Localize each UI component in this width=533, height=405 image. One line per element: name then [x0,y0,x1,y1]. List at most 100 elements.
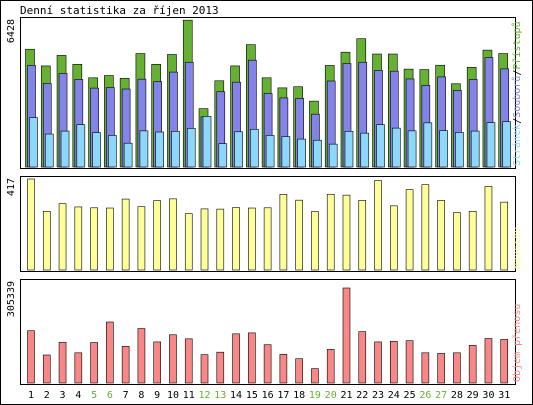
x-tick-label-day-24: 24 [388,390,400,401]
bar-visits-day-5 [90,207,98,271]
bar-visits-day-4 [74,206,83,271]
x-tick-label-day-16: 16 [262,390,274,401]
bar-visits-day-23 [374,180,382,271]
x-tick-label-day-8: 8 [138,390,144,401]
bar-kbytes-day-7 [121,345,130,384]
legend: Objem přenosu [511,304,523,382]
x-tick-label-day-1: 1 [28,390,34,401]
x-tick-label-day-13: 13 [214,390,226,401]
x-tick-label-day-6: 6 [107,390,113,401]
bar-pages-day-30 [486,122,496,168]
bar-pages-day-5 [92,132,101,168]
x-tick-label-day-19: 19 [309,390,321,401]
chart-title: Denní statistika za říjen 2013 [20,4,219,17]
bar-kbytes-day-25 [405,340,414,384]
bar-pages-day-9 [155,131,164,168]
bar-kbytes-day-17 [279,354,288,384]
bar-kbytes-day-19 [311,368,319,384]
bar-visits-day-2 [42,210,51,271]
bar-kbytes-day-2 [42,354,51,384]
bar-kbytes-day-9 [153,341,161,384]
x-tick-label-day-27: 27 [435,390,447,401]
bar-kbytes-day-4 [74,352,83,384]
bar-visits-day-12 [200,208,209,271]
bar-visits-day-20 [326,193,335,271]
x-tick-label-day-17: 17 [277,390,289,401]
panel-kbytes: 305339 Objem přenosu [6,279,523,385]
bar-pages-day-12 [202,116,212,168]
bar-visits-day-1 [27,178,35,271]
y-max-label: 417 [6,178,17,196]
bar-kbytes-day-5 [90,342,98,384]
bar-visits-day-15 [248,207,256,271]
legend-item: Návštěv [511,227,523,269]
bar-kbytes-day-31 [500,339,509,384]
bar-pages-day-23 [376,124,385,168]
bar-kbytes-day-22 [358,331,367,384]
bar-kbytes-day-20 [326,349,335,384]
bar-pages-day-4 [76,124,86,168]
legend-item: Přístupů [511,21,523,69]
bar-visits-day-26 [421,184,430,271]
bar-kbytes-day-27 [437,353,445,384]
bar-visits-day-22 [358,200,367,271]
bar-visits-day-6 [106,207,114,271]
x-tick-label-day-18: 18 [293,390,305,401]
bar-visits-day-17 [279,193,288,271]
x-tick-label-day-30: 30 [482,390,494,401]
legend: Stránek/Souborů/Přístupů [511,21,523,166]
bar-pages-day-11 [186,128,196,168]
bar-kbytes-day-29 [468,345,477,384]
bar-kbytes-day-28 [453,352,461,384]
x-tick-label-day-9: 9 [154,390,160,401]
bar-pages-day-13 [218,143,228,168]
bar-kbytes-day-13 [216,351,225,384]
x-tick-label-day-22: 22 [356,390,368,401]
bar-pages-day-14 [234,131,243,168]
bar-kbytes-day-10 [169,334,177,384]
bar-kbytes-day-12 [200,354,209,384]
bar-visits-day-7 [121,198,130,271]
bar-visits-day-19 [311,211,319,271]
bar-pages-day-26 [423,122,433,168]
bar-pages-day-31 [502,121,512,168]
bar-visits-day-31 [500,201,509,271]
bar-visits-day-28 [453,212,461,271]
bar-kbytes-day-23 [374,341,382,384]
bar-kbytes-day-1 [27,330,35,384]
bar-kbytes-day-16 [263,344,272,384]
y-max-label: 305339 [6,281,17,317]
x-tick-label-day-26: 26 [419,390,431,401]
x-tick-label-day-11: 11 [183,390,195,401]
legend-item: Stránek [511,124,523,166]
x-tick-label-day-31: 31 [498,390,510,401]
bar-visits-day-14 [232,207,240,271]
bar-kbytes-day-15 [248,332,256,384]
bar-pages-day-1 [29,117,38,168]
x-tick-label-day-12: 12 [198,390,210,401]
x-tick-label-day-20: 20 [325,390,337,401]
bar-pages-day-24 [392,127,401,168]
bar-visits-day-21 [342,194,351,271]
bar-kbytes-day-6 [106,321,114,384]
x-tick-label-day-25: 25 [404,390,416,401]
x-tick-label-day-29: 29 [467,390,479,401]
panel-visits: 417 Návštěv [6,176,523,272]
bar-kbytes-day-11 [184,338,193,384]
bar-pages-day-18 [297,138,306,168]
bar-visits-day-24 [390,205,398,271]
bar-kbytes-day-24 [390,341,398,384]
x-tick-label-day-4: 4 [75,390,81,401]
x-tick-label-day-15: 15 [246,390,258,401]
bar-visits-day-13 [216,208,225,271]
bar-visits-day-3 [58,203,67,271]
bar-pages-day-19 [313,139,322,168]
bar-pages-day-22 [360,132,370,168]
x-tick-label-day-5: 5 [91,390,97,401]
bar-kbytes-day-14 [232,333,240,384]
x-tick-label-day-14: 14 [230,390,242,401]
bar-pages-day-2 [44,133,54,168]
bar-visits-day-30 [484,186,493,271]
legend: Návštěv [511,227,523,269]
